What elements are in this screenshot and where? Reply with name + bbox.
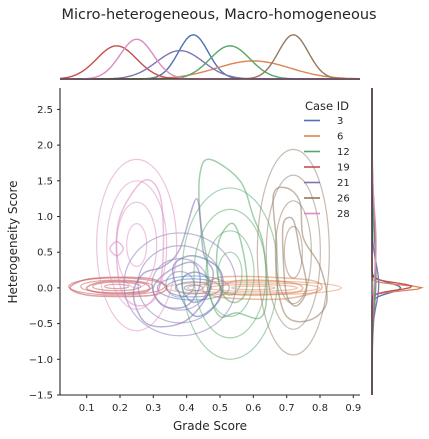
y-tick-label: −1.0 bbox=[29, 355, 53, 366]
kde-contour bbox=[106, 180, 168, 310]
x-tick-label: 0.3 bbox=[145, 403, 161, 414]
kde-contour bbox=[202, 275, 323, 301]
y-ticks: −1.5 −1.0 −0.5 0.0 0.5 1.0 1.5 2.0 2.5 bbox=[29, 105, 60, 402]
kde-contour bbox=[109, 240, 125, 257]
legend-label-28: 28 bbox=[337, 209, 350, 220]
top-marginal-kde bbox=[59, 34, 360, 80]
kde-contour bbox=[183, 284, 203, 292]
x-tick-label: 0.2 bbox=[112, 403, 128, 414]
kde-contour bbox=[123, 232, 237, 337]
kde-contour bbox=[281, 216, 308, 307]
x-tick-label: 0.9 bbox=[345, 403, 361, 414]
x-tick-label: 0.1 bbox=[79, 403, 95, 414]
kde-contour bbox=[172, 255, 224, 318]
kde-contour bbox=[181, 187, 279, 360]
kde-contour bbox=[152, 261, 201, 309]
x-tick-label: 0.7 bbox=[279, 403, 295, 414]
right-kde-19 bbox=[371, 88, 413, 395]
right-kde-6 bbox=[371, 88, 424, 395]
y-tick-label: 0.5 bbox=[37, 248, 53, 259]
kde-contour bbox=[215, 222, 248, 304]
kde-contour bbox=[256, 148, 330, 356]
kde-contour bbox=[68, 277, 166, 296]
right-marginal-kde bbox=[371, 88, 424, 395]
chart-title: Micro-heterogeneous, Macro-homogeneous bbox=[61, 7, 376, 23]
x-tick-label: 0.6 bbox=[245, 403, 261, 414]
legend-label-26: 26 bbox=[337, 194, 350, 205]
kde-contour bbox=[274, 200, 312, 305]
y-axis-label: Heterogeneity Score bbox=[6, 180, 20, 303]
y-tick-label: 2.0 bbox=[37, 141, 53, 152]
kde-contour bbox=[217, 251, 243, 296]
legend-label-3: 3 bbox=[337, 116, 343, 127]
kde-contour bbox=[104, 283, 130, 290]
legend-title: Case ID bbox=[305, 99, 349, 113]
y-tick-label: −0.5 bbox=[29, 319, 53, 330]
kde-series-21 bbox=[123, 197, 237, 337]
y-tick-label: −1.5 bbox=[29, 391, 53, 402]
x-tick-label: 0.4 bbox=[179, 403, 195, 414]
legend-items: 3 6 12 19 21 26 28 bbox=[304, 116, 350, 220]
legend-label-12: 12 bbox=[337, 147, 350, 158]
kde-series-26 bbox=[256, 148, 330, 356]
x-ticks: 0.1 0.2 0.3 0.4 0.5 0.6 0.7 0.8 0.9 bbox=[79, 395, 361, 414]
x-axis-label: Grade Score bbox=[173, 419, 247, 433]
legend-label-21: 21 bbox=[337, 178, 350, 189]
kde-contour bbox=[116, 201, 158, 289]
kde-contour bbox=[151, 258, 209, 311]
kde-contour bbox=[96, 158, 178, 332]
kde-contour bbox=[283, 225, 303, 279]
kde-contour bbox=[193, 208, 267, 339]
kde-contour bbox=[115, 179, 165, 307]
kde-contour bbox=[126, 223, 148, 268]
kde-contour bbox=[165, 270, 195, 298]
legend-label-6: 6 bbox=[337, 132, 343, 143]
x-tick-label: 0.8 bbox=[312, 403, 328, 414]
kde-series-28 bbox=[96, 158, 178, 332]
kde-contour bbox=[265, 174, 321, 330]
y-tick-label: 1.0 bbox=[37, 212, 53, 223]
legend-label-19: 19 bbox=[337, 163, 350, 174]
kde-contour bbox=[137, 245, 223, 324]
y-tick-label: 1.5 bbox=[37, 176, 53, 187]
y-tick-label: 0.0 bbox=[37, 283, 53, 294]
legend: Case ID 3 6 12 19 21 26 28 bbox=[304, 99, 350, 220]
main-axes: 0.1 0.2 0.3 0.4 0.5 0.6 0.7 0.8 0.9 −1.5 −1.0 −0.5… bbox=[29, 88, 361, 414]
x-tick-label: 0.5 bbox=[212, 403, 228, 414]
y-tick-label: 2.5 bbox=[37, 105, 53, 116]
kde-contours bbox=[68, 148, 342, 360]
